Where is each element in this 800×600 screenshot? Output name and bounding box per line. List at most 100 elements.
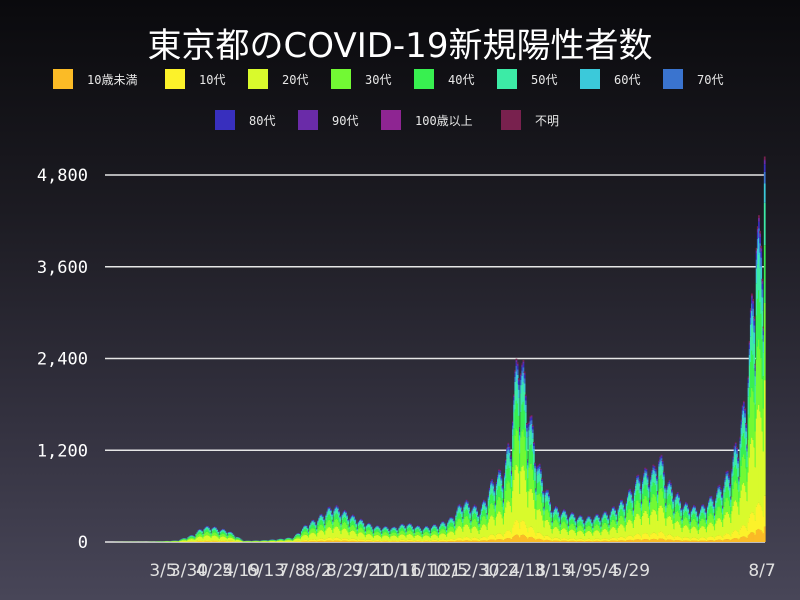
bar-segment [190, 537, 193, 540]
bar-segment [429, 538, 432, 541]
bar-segment [299, 535, 302, 537]
bar-segment [357, 522, 360, 523]
legend-item[interactable]: 20代 [248, 69, 308, 89]
bar-segment [398, 530, 401, 533]
bar-segment [526, 423, 528, 425]
bar-segment [516, 403, 519, 431]
legend-item[interactable]: 50代 [497, 69, 557, 89]
bar-segment [444, 531, 447, 535]
bar-segment [474, 510, 477, 515]
bar-segment [350, 515, 353, 517]
bar-segment [581, 527, 584, 533]
bar-segment [517, 397, 520, 416]
bar-segment [307, 533, 310, 536]
bar-segment [535, 508, 538, 520]
bar-segment [495, 516, 498, 535]
bar-segment [226, 536, 229, 538]
bar-segment [405, 537, 408, 541]
legend-item[interactable]: 40代 [414, 69, 474, 89]
bar-segment [428, 530, 431, 533]
bar-segment [536, 475, 539, 484]
bar-segment [206, 531, 209, 536]
bar-segment [233, 536, 236, 538]
bar-segment [581, 521, 584, 524]
bar-segment [200, 530, 202, 533]
bar-segment [378, 528, 381, 531]
legend-item[interactable]: 90代 [298, 110, 358, 130]
bar-segment [551, 529, 554, 534]
bar-segment [580, 516, 583, 518]
bar-segment [514, 381, 517, 391]
legend-item[interactable]: 10代 [165, 69, 225, 89]
bar-segment [558, 540, 561, 542]
bar-segment [325, 520, 328, 525]
bar-segment [405, 533, 408, 536]
bar-segment [487, 536, 490, 541]
bar-segment [326, 528, 329, 539]
bar-segment [523, 391, 526, 411]
legend-item[interactable]: 80代 [215, 110, 275, 130]
bar-segment [430, 530, 433, 533]
bar-segment [524, 480, 527, 525]
bar-segment [521, 467, 524, 521]
bar-segment [466, 503, 469, 506]
bar-segment [497, 474, 499, 475]
bar-segment [358, 528, 361, 533]
bar-segment [549, 503, 551, 505]
bar-segment [338, 540, 340, 542]
bar-segment [348, 540, 351, 542]
bar-segment [198, 531, 201, 534]
bar-segment [179, 541, 181, 542]
legend-item[interactable]: 不明 [501, 110, 559, 130]
legend-item[interactable]: 100歳以上 [381, 110, 473, 130]
bar-segment [548, 495, 550, 496]
bar-segment [329, 538, 332, 541]
bar-segment [570, 530, 572, 539]
bar-segment [494, 537, 497, 541]
bar-segment [517, 381, 520, 385]
bar-segment [368, 524, 370, 528]
bar-segment [296, 534, 299, 536]
bar-segment [181, 540, 184, 542]
bar-segment [333, 521, 336, 529]
bar-segment [205, 526, 208, 528]
bar-segment [193, 537, 195, 539]
bar-segment [182, 538, 185, 540]
legend-item[interactable]: 30代 [331, 69, 391, 89]
bar-segment [345, 538, 347, 541]
bar-segment [464, 506, 467, 511]
legend-item[interactable]: 70代 [663, 69, 723, 89]
bar-segment [369, 534, 372, 540]
bar-segment [434, 541, 437, 542]
bar-segment [410, 527, 412, 531]
bar-segment [499, 533, 502, 540]
bar-segment [462, 523, 464, 527]
bar-segment [336, 506, 339, 508]
bar-segment [379, 541, 382, 542]
bar-segment [473, 526, 476, 538]
bar-segment [503, 488, 506, 499]
bar-segment [440, 525, 442, 528]
legend-item[interactable]: 10歳未満 [53, 69, 137, 89]
bar-segment [471, 511, 474, 513]
bar-segment [282, 540, 285, 541]
bar-segment [589, 531, 592, 540]
bar-segment [345, 514, 347, 519]
legend-item[interactable]: 60代 [580, 69, 640, 89]
bar-segment [457, 540, 460, 542]
bar-segment [212, 535, 215, 541]
bar-segment [534, 463, 536, 465]
bar-segment [573, 525, 576, 532]
bar-segment [314, 539, 317, 542]
bar-segment [550, 514, 553, 518]
bar-segment [587, 525, 590, 531]
bar-segment [313, 541, 316, 542]
bar-segment [201, 531, 203, 533]
bar-segment [552, 511, 555, 512]
bar-segment [500, 514, 503, 535]
bar-segment [234, 539, 237, 541]
bar-segment [530, 417, 533, 421]
bar-segment [500, 480, 503, 484]
bar-segment [375, 532, 377, 536]
bar-segment [465, 501, 468, 503]
